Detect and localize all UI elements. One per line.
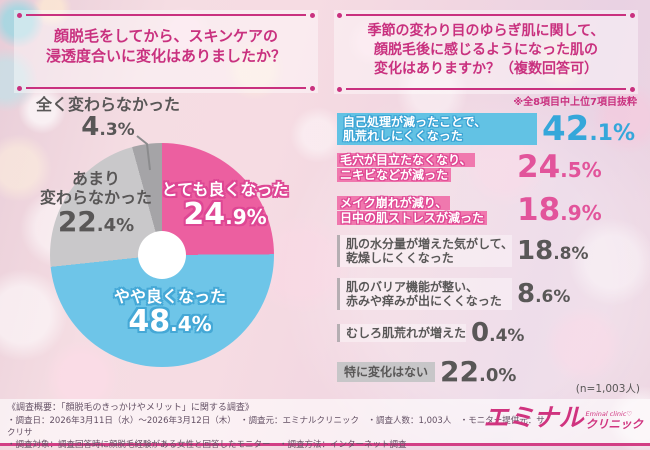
pie-segment-label-much-better: とても良くなった 24.9% xyxy=(157,180,293,231)
percent-dec: .9% xyxy=(560,201,602,225)
answer-label-bar: 自己処理が減ったことで、 肌荒れしにくくなった xyxy=(337,113,537,145)
pie-segment-label-somewhat-better: やや良くなった 48.4% xyxy=(102,287,238,338)
footer: 《調査概要：「顔脱毛のきっかけやメリット」に関する調査》 ・調査日：2026年3… xyxy=(0,399,650,450)
answer-label-bar: メイク崩れが減り、 日中の肌ストレスが減った xyxy=(337,195,512,226)
segment-label: 全く変わらなかった xyxy=(35,95,180,114)
answer-label-line1: 肌のバリア機能が整い、 xyxy=(346,280,479,294)
right-question-box: 季節の変わり目のゆらぎ肌に関して、 顔脱毛後に感じるようになった肌の 変化はあり… xyxy=(334,10,638,94)
pie-segment-label-no-change-at-all: 全く変わらなかった 4.3% xyxy=(28,95,188,141)
answer-percent: 0.4% xyxy=(471,320,524,346)
answer-label-line1: 自己処理が減ったことで、 xyxy=(343,115,487,129)
percent-dec: .5% xyxy=(560,158,602,182)
answer-item-4: 肌の水分量が増えた気がして、 乾燥しにくくなった 18.8% xyxy=(337,235,589,267)
answer-label-bar: 特に変化はない xyxy=(337,362,436,382)
left-question-box: 顔脱毛をしてから、スキンケアの 浸透度合いに変化はありましたか？ xyxy=(14,10,318,93)
percent-dec: .1% xyxy=(589,121,636,146)
pie-segment-label-not-much-change: あまり 変わらなかった 22.4% xyxy=(37,169,155,236)
answer-percent: 22.0% xyxy=(440,358,516,386)
percent-dec: .8% xyxy=(553,244,589,264)
rule-bottom xyxy=(17,85,315,91)
percent-dec: .4% xyxy=(96,215,135,236)
pie-donut-hole xyxy=(138,231,186,279)
survey-details-line3: ・調査対象：調査回答時に顔脱毛経験がある女性と回答したモニター ・調査方法：イン… xyxy=(7,440,407,450)
answer-list: 自己処理が減ったことで、 肌荒れしにくくなった 42.1% 毛穴が目立たなくなり… xyxy=(337,110,640,398)
right-question-title-line2: 顔脱毛後に感じるようになった肌の xyxy=(374,42,598,58)
logo-main-text: エミナル xyxy=(483,403,584,432)
survey-details: 《調査概要：「顔脱毛のきっかけやメリット」に関する調査》 ・調査日：2026年3… xyxy=(7,402,552,450)
percent-int: 18 xyxy=(517,236,554,266)
answer-label-bar: むしろ肌荒れが増えた xyxy=(337,324,467,342)
percent-int: 0 xyxy=(471,318,490,348)
answer-label-line1: メイク崩れが減り、 xyxy=(337,195,451,210)
answer-percent: 18.8% xyxy=(517,238,589,264)
percent-int: 48 xyxy=(128,304,171,339)
percent-int: 24 xyxy=(183,197,226,232)
note-top7: ※全8項目中上位7項目抜粋 xyxy=(513,97,637,108)
survey-overview: 《調査概要：「顔脱毛のきっかけやメリット」に関する調査》 xyxy=(7,403,254,413)
logo-sub-block: Eminal clinic♡ クリニック xyxy=(586,410,644,431)
answer-label-line2: 肌荒れしにくくなった xyxy=(343,129,463,143)
logo-english-text: Eminal clinic♡ xyxy=(585,410,633,418)
segment-percent: 24.9% xyxy=(157,199,293,231)
answer-label-bar: 肌の水分量が増えた気がして、 乾燥しにくくなった xyxy=(337,235,514,267)
sample-size-label: (n=1,003人) xyxy=(575,383,640,395)
percent-int: 42 xyxy=(542,109,590,149)
percent-int: 18 xyxy=(517,192,561,228)
answer-label-line2: 乾燥しにくくなった xyxy=(346,251,454,265)
answer-label-line1: 特に変化はない xyxy=(337,362,436,382)
percent-dec: .4% xyxy=(170,312,212,336)
right-question-title-line1: 季節の変わり目のゆらぎ肌に関して、 xyxy=(367,23,605,39)
answer-percent: 18.9% xyxy=(517,195,602,226)
rule-top xyxy=(17,12,315,18)
left-question-title-line1: 顔脱毛をしてから、スキンケアの xyxy=(53,27,279,45)
answer-label-line1: 毛穴が目立たなくなり、 xyxy=(337,152,475,167)
answer-item-6: むしろ肌荒れが増えた 0.4% xyxy=(337,320,524,346)
segment-label-line1: あまり xyxy=(71,169,120,188)
segment-label: とても良くなった xyxy=(161,180,289,199)
right-question-title-line3: 変化はありますか？（複数回答可） xyxy=(374,61,598,77)
answer-label-line2: 日中の肌ストレスが減った xyxy=(337,210,488,225)
answer-label-line2: ニキビなどが減った xyxy=(337,167,452,182)
answer-item-1: 自己処理が減ったことで、 肌荒れしにくくなった 42.1% xyxy=(337,112,635,146)
percent-int: 8 xyxy=(517,279,536,309)
percent-dec: .0% xyxy=(478,365,517,386)
eminal-clinic-logo: エミナル Eminal clinic♡ クリニック xyxy=(483,405,643,431)
percent-int: 22 xyxy=(57,205,97,238)
left-question-title-line2: 浸透度合いに変化はありましたか？ xyxy=(45,47,286,65)
answer-item-3: メイク崩れが減り、 日中の肌ストレスが減った 18.9% xyxy=(337,195,602,226)
percent-dec: .6% xyxy=(535,287,571,307)
answer-label-line1: 肌の水分量が増えた気がして、 xyxy=(346,237,514,251)
segment-label: やや良くなった xyxy=(113,287,226,306)
answer-percent: 24.5% xyxy=(517,152,602,183)
logo-sub-text: クリニック xyxy=(585,417,644,431)
answer-label-line2: 赤みや痒みが出にくくなった xyxy=(346,294,502,308)
answer-item-2: 毛穴が目立たなくなり、 ニキビなどが減った 24.5% xyxy=(337,152,602,183)
percent-dec: .3% xyxy=(99,120,135,140)
percent-dec: .4% xyxy=(489,326,525,346)
percent-int: 4 xyxy=(81,112,100,142)
segment-percent: 4.3% xyxy=(28,112,188,142)
percent-dec: .9% xyxy=(225,205,267,229)
answer-label-bar: 肌のバリア機能が整い、 赤みや痒みが出にくくなった xyxy=(337,278,512,310)
rule-top xyxy=(337,12,635,18)
segment-label-line2: 変わらなかった xyxy=(39,188,152,207)
survey-details-line2: ・調査日：2026年3月11日（水）～2026年3月12日（木） ・調査元：エミ… xyxy=(7,416,545,438)
rule-bottom xyxy=(337,86,635,92)
answer-label-line1: むしろ肌荒れが増えた xyxy=(346,326,467,340)
answer-percent: 42.1% xyxy=(542,112,635,146)
percent-int: 22 xyxy=(440,355,479,388)
segment-percent: 22.4% xyxy=(37,207,155,236)
answer-item-5: 肌のバリア機能が整い、 赤みや痒みが出にくくなった 8.6% xyxy=(337,278,570,310)
answer-label-bar: 毛穴が目立たなくなり、 ニキビなどが減った xyxy=(337,152,512,183)
left-question-title: 顔脱毛をしてから、スキンケアの 浸透度合いに変化はありましたか？ xyxy=(14,26,318,66)
segment-percent: 48.4% xyxy=(102,306,238,338)
percent-int: 24 xyxy=(517,149,561,185)
right-question-title: 季節の変わり目のゆらぎ肌に関して、 顔脱毛後に感じるようになった肌の 変化はあり… xyxy=(334,22,638,79)
answer-percent: 8.6% xyxy=(517,281,570,307)
answer-item-7: 特に変化はない 22.0% xyxy=(337,358,516,386)
